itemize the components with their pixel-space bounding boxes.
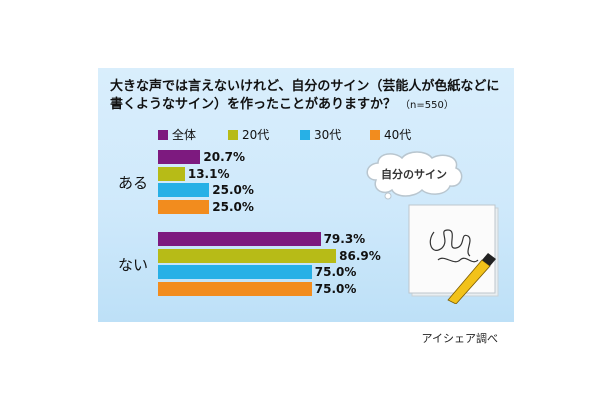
legend-label: 全体 (172, 128, 197, 142)
legend-item-2: 30代 (300, 126, 341, 143)
category-label-0: ある (118, 174, 149, 192)
value-label-0-1: 13.1% (187, 166, 230, 181)
bar-1-2 (158, 265, 312, 279)
pen-icon (447, 253, 496, 304)
legend-swatch (158, 130, 168, 140)
legend-item-3: 40代 (370, 126, 411, 143)
bar-0-0 (158, 150, 201, 164)
legend-item-0: 全体 (158, 126, 196, 143)
source-note: アイシェア調べ (421, 332, 498, 345)
chart-question: 大きな声では言えないけれど、自分のサイン（芸能人が色紙などに書くようなサイン）を… (110, 78, 510, 115)
bar-0-1 (158, 166, 185, 181)
category-label-1: ない (118, 256, 149, 274)
value-label-1-3: 75.0% (314, 281, 357, 296)
legend-label: 30代 (314, 128, 342, 142)
legend-item-1: 20代 (228, 126, 269, 143)
bar-0-2 (158, 183, 210, 197)
legend-label: 40代 (384, 128, 412, 142)
value-label-0-3: 25.0% (212, 199, 254, 214)
bar-1-0 (158, 232, 321, 246)
legend-swatch (370, 130, 380, 140)
bar-1-3 (158, 281, 312, 296)
speech-bubble-icon (366, 151, 463, 200)
question-text: 大きな声では言えないけれど、自分のサイン（芸能人が色紙などに書くようなサイン）を… (110, 79, 500, 112)
sample-size: （n=550） (400, 100, 454, 111)
value-label-1-2: 75.0% (314, 265, 357, 279)
bubble-text: 自分のサイン (381, 168, 447, 181)
value-label-1-1: 86.9% (339, 248, 381, 263)
bar-1-1 (158, 248, 337, 263)
signature-card-icon (408, 204, 499, 304)
legend-label: 20代 (242, 128, 270, 142)
legend-swatch (300, 130, 310, 140)
bar-0-3 (158, 199, 210, 214)
legend-swatch (228, 130, 238, 140)
value-label-1-0: 79.3% (323, 232, 366, 246)
value-label-0-0: 20.7% (203, 150, 246, 164)
value-label-0-2: 25.0% (212, 183, 254, 197)
